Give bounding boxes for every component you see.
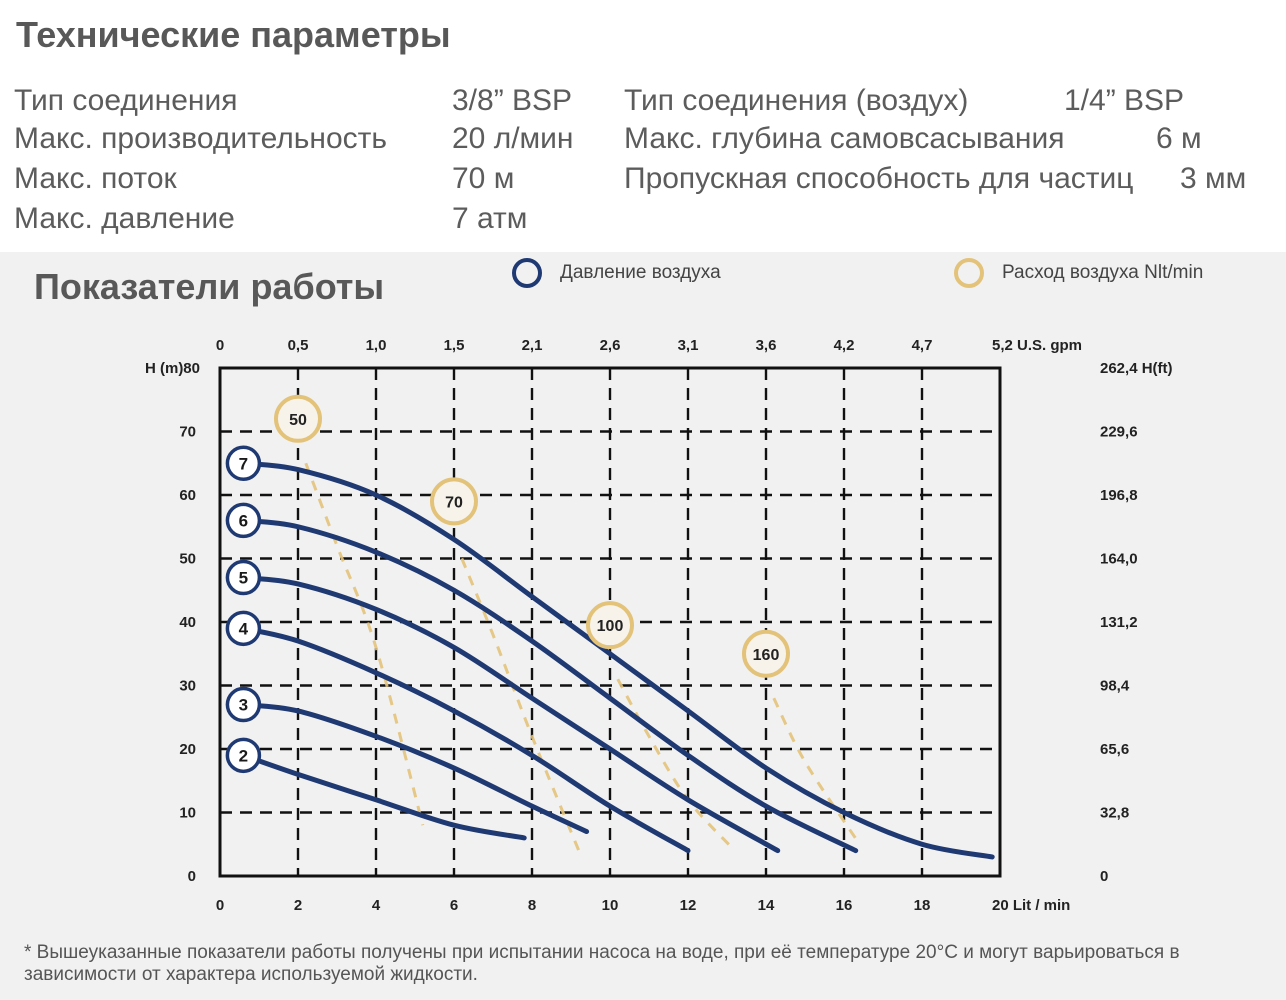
y2-tick-label: 131,2	[1100, 614, 1138, 631]
x2-tick-label: 0,5	[288, 337, 309, 354]
pressure-marker-2	[225, 737, 262, 774]
x-tick-label: 6	[450, 897, 458, 914]
air-flow-marker-50	[274, 394, 322, 443]
x-tick-label: 4	[372, 897, 381, 914]
legend-pressure-label: Давление воздуха	[560, 262, 721, 283]
y-tick-label: 50	[179, 551, 196, 568]
performance-title: Показатели работы	[34, 266, 385, 307]
spec-label-max-flow: Макс. поток	[14, 162, 177, 195]
x2-tick-label: 0	[216, 337, 224, 354]
pressure-marker-label: 4	[239, 619, 249, 638]
pressure-marker-label: 2	[239, 746, 248, 765]
spec-value-air-connection: 1/4” BSP	[1064, 84, 1185, 117]
y-tick-label: 70	[179, 424, 196, 441]
y2-tick-label: 98,4	[1100, 678, 1130, 695]
air-flow-marker-100	[586, 601, 634, 650]
spec-label-max-pressure: Макс. давление	[14, 202, 235, 235]
x2-tick-label: 3,6	[756, 337, 777, 354]
y2-tick-label: 65,6	[1100, 741, 1129, 758]
spec-label-connection: Тип соединения	[14, 84, 238, 117]
spec-label-particle-size: Пропускная способность для частиц	[624, 162, 1134, 195]
spec-label-suction-depth: Макс. глубина самовсасывания	[624, 122, 1065, 155]
air-flow-marker-160	[742, 629, 790, 678]
specs-title: Технические параметры	[16, 14, 451, 55]
x2-tick-label: 1,0	[366, 337, 387, 354]
y2-tick-label: 164,0	[1100, 551, 1138, 568]
pressure-marker-6	[225, 502, 262, 539]
x-tick-label: 14	[758, 897, 775, 914]
air-flow-curve-100	[616, 678, 736, 852]
x2-tick-label: 1,5	[444, 337, 465, 354]
pressure-curve-6	[240, 517, 859, 854]
air-flow-marker-label: 70	[445, 494, 463, 511]
x-tick-label: 10	[602, 897, 619, 914]
pressure-curve-3	[240, 702, 590, 835]
y2-tick-label: 0	[1100, 868, 1108, 885]
x2-tick-label: 2,1	[522, 337, 543, 354]
x2-tick-label: 3,1	[678, 337, 699, 354]
x-tick-label: 16	[836, 897, 853, 914]
x-tick-label: 12	[680, 897, 697, 914]
performance-chart: 0 0 2 0,5 4 1,0 6 1,5 8 2,1 10 2,6 12 3,1 14 3,6 16 4,2 18…	[145, 337, 1173, 914]
plot-frame	[218, 366, 1002, 878]
pressure-ring-icon	[512, 258, 542, 288]
x-tick-label: 2	[294, 897, 302, 914]
spec-label-max-capacity: Макс. производительность	[14, 122, 388, 155]
spec-value-connection: 3/8” BSP	[452, 84, 573, 117]
air-flow-marker-70	[430, 477, 478, 526]
pressure-curve-2	[240, 752, 527, 841]
pressure-marker-7	[225, 445, 262, 481]
x-tick-label: 0	[216, 897, 224, 914]
legend-air-flow: Расход воздуха Nlt/min	[954, 258, 1203, 288]
pressure-marker-3	[225, 686, 262, 723]
y2-tick-label: 229,6	[1100, 424, 1138, 441]
pressure-marker-label: 3	[239, 696, 248, 715]
y2-tick-label: 196,8	[1100, 487, 1138, 504]
pressure-marker-label: 6	[239, 511, 248, 530]
spec-value-particle-size: 3 мм	[1180, 162, 1247, 195]
legend-air-flow-label: Расход воздуха Nlt/min	[1002, 262, 1204, 283]
air-flow-curve-70	[460, 557, 581, 852]
pressure-marker-label: 7	[239, 454, 248, 473]
spec-value-suction-depth: 6 м	[1156, 122, 1202, 155]
spec-label-air-connection: Тип соединения (воздух)	[624, 84, 969, 117]
y2-tick-label: 262,4 H(ft)	[1100, 360, 1173, 377]
spec-value-max-capacity: 20 л/мин	[452, 122, 574, 155]
x2-tick-label: 4,7	[912, 337, 933, 354]
spec-value-max-pressure: 7 атм	[452, 202, 528, 235]
pressure-curve-7	[240, 460, 995, 860]
air-flow-marker-label: 100	[597, 618, 624, 635]
y-tick-label: 40	[179, 614, 196, 631]
x-tick-label: 18	[914, 897, 931, 914]
pressure-marker-label: 5	[239, 569, 248, 588]
x-tick-label: 20 Lit / min	[992, 897, 1070, 914]
x2-tick-label: 4,2	[834, 337, 855, 354]
y-tick-label: 30	[179, 678, 196, 695]
x-tick-label: 8	[528, 897, 536, 914]
pressure-curve-5	[240, 575, 781, 854]
footnote: * Вышеуказанные показатели работы получе…	[24, 942, 1180, 985]
y-tick-label: 60	[179, 487, 196, 504]
y-tick-label: H (m)80	[145, 360, 200, 377]
specs-section: Технические параметры Тип соединения 3/8…	[0, 0, 1286, 252]
y-tick-label: 20	[179, 741, 196, 758]
pressure-marker-5	[225, 559, 262, 596]
air-flow-curve-160	[772, 697, 861, 846]
y2-tick-label: 32,8	[1100, 805, 1129, 822]
x2-tick-label: 2,6	[600, 337, 621, 354]
y-tick-label: 10	[179, 805, 196, 822]
performance-section: Показатели работы Давление воздуха Расхо…	[0, 252, 1286, 1000]
pressure-curve-4	[240, 625, 691, 854]
air-flow-marker-label: 50	[289, 412, 307, 429]
pressure-marker-4	[225, 610, 262, 647]
spec-value-max-flow: 70 м	[452, 162, 515, 195]
air-flow-ring-icon	[954, 258, 984, 288]
air-flow-curve-50	[304, 462, 425, 826]
y-tick-label: 0	[188, 868, 196, 885]
legend-pressure: Давление воздуха	[512, 258, 721, 288]
air-flow-marker-label: 160	[753, 647, 780, 664]
x2-tick-label: 5,2 U.S. gpm	[992, 337, 1082, 354]
